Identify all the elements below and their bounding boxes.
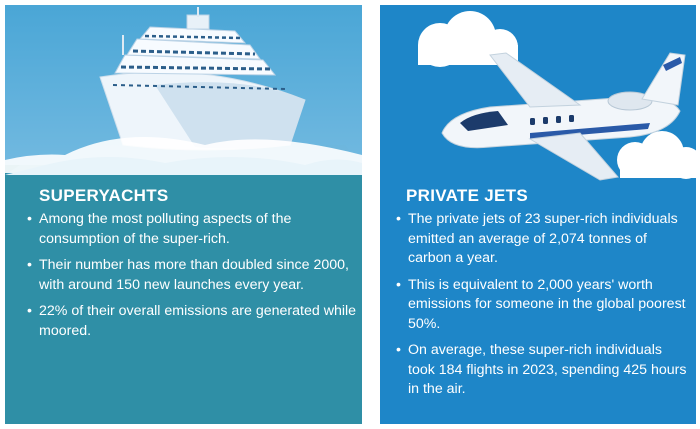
- list-item: This is equivalent to 2,000 years' worth…: [396, 276, 692, 335]
- list-item: Among the most polluting aspects of the …: [27, 210, 357, 249]
- list-item: The private jets of 23 super-rich indivi…: [396, 210, 692, 269]
- cruise-ship-illustration: [5, 7, 362, 175]
- bullet-list: The private jets of 23 super-rich indivi…: [396, 210, 692, 407]
- private-jets-panel: PRIVATE JETS The private jets of 23 supe…: [380, 5, 696, 424]
- list-item: Their number has more than doubled since…: [27, 256, 357, 295]
- panel-heading: SUPERYACHTS: [39, 186, 169, 205]
- panel-heading: PRIVATE JETS: [406, 186, 528, 205]
- superyachts-panel: SUPERYACHTS Among the most polluting asp…: [5, 5, 362, 424]
- list-item: On average, these super-rich individuals…: [396, 341, 692, 400]
- list-item: 22% of their overall emissions are gener…: [27, 302, 357, 341]
- bullet-list: Among the most polluting aspects of the …: [27, 210, 357, 348]
- private-jet-illustration: [418, 11, 696, 181]
